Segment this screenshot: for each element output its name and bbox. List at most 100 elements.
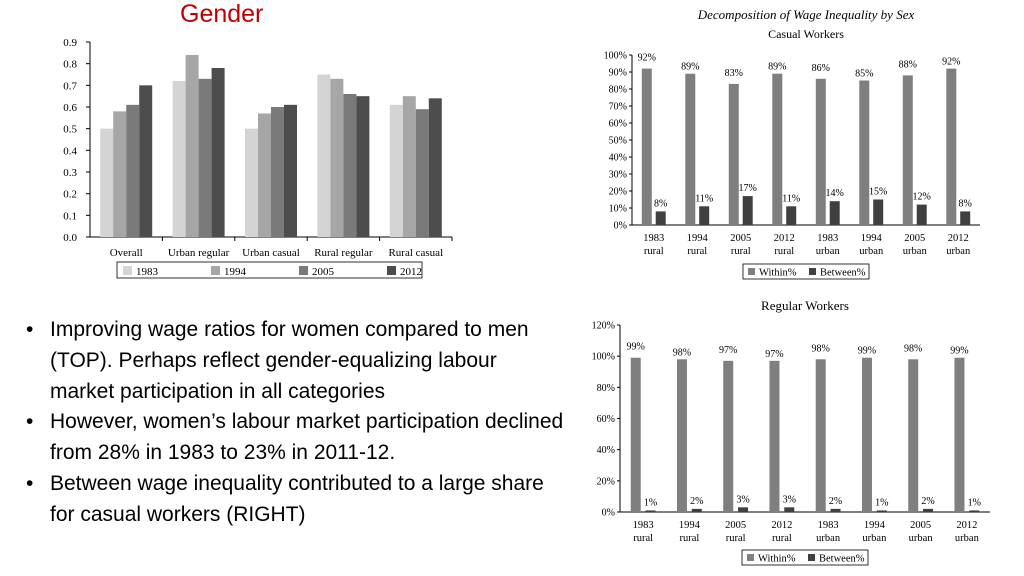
- data-label-between: 1%: [875, 497, 888, 508]
- y-tick-label: 0.4: [63, 145, 77, 157]
- bar-1994: [330, 78, 344, 237]
- bar-within: [902, 75, 913, 226]
- data-label-within: 83%: [725, 68, 743, 79]
- x-tick-label: 1994: [864, 520, 886, 531]
- data-label-between: 12%: [913, 192, 931, 203]
- x-tick-label: urban: [816, 246, 841, 257]
- x-tick-label: 1983: [817, 233, 838, 244]
- y-tick-label: 0.3: [63, 167, 77, 179]
- x-tick-label: Overall: [110, 247, 143, 259]
- legend-label: 1983: [136, 266, 159, 278]
- data-label-between: 3%: [736, 494, 749, 505]
- bar-between: [916, 204, 927, 225]
- data-label-between: 1%: [968, 497, 981, 508]
- bullet-item: However, women’s labour market participa…: [26, 407, 566, 469]
- bar-2005: [198, 78, 212, 237]
- legend-label: 1994: [224, 266, 247, 278]
- x-tick-label: Urban regular: [168, 247, 230, 259]
- x-tick-label: urban: [859, 246, 884, 257]
- y-tick-label: 50%: [609, 136, 627, 147]
- bullet-list: Improving wage ratios for women compared…: [26, 315, 566, 531]
- x-tick-label: 2005: [904, 233, 925, 244]
- bar-within: [861, 357, 872, 512]
- bar-between: [742, 196, 753, 225]
- slide-title: Gender: [180, 0, 264, 28]
- data-label-between: 11%: [782, 193, 800, 204]
- data-label-between: 11%: [695, 193, 713, 204]
- x-tick-label: 1994: [861, 233, 883, 244]
- bar-1983: [172, 81, 186, 237]
- y-tick-label: 0.7: [63, 80, 77, 92]
- x-tick-label: 2012: [774, 233, 795, 244]
- casual-workers-decomposition-chart: Decomposition of Wage Inequality by Sex C…: [604, 7, 980, 280]
- y-tick-label: 0.5: [63, 124, 77, 136]
- bar-within: [641, 68, 652, 225]
- bar-2005: [271, 107, 284, 237]
- bar-between: [923, 508, 934, 512]
- x-tick-label: 1983: [818, 520, 839, 531]
- data-label-within: 89%: [681, 62, 699, 73]
- legend-box: [116, 261, 423, 279]
- y-tick-label: 60%: [597, 414, 615, 425]
- data-label-within: 99%: [627, 342, 645, 353]
- data-label-between: 15%: [869, 187, 887, 198]
- y-tick-label: 100%: [604, 51, 627, 62]
- bar-1983: [317, 74, 331, 237]
- x-tick-label: rural: [731, 246, 751, 257]
- data-label-between: 3%: [783, 494, 796, 505]
- y-tick-label: 0.6: [63, 102, 77, 114]
- data-label-within: 85%: [855, 69, 873, 80]
- regular-workers-decomposition-chart: Regular Workers 0% 20% 40% 60% 80% 100% 120% 99%…: [592, 298, 990, 566]
- bar-within: [772, 73, 783, 225]
- x-tick-label: urban: [862, 533, 887, 544]
- x-tick-label: 1983: [643, 233, 664, 244]
- data-label-within: 92%: [638, 53, 656, 64]
- legend-swatch: [299, 266, 308, 275]
- bar-2012: [139, 85, 153, 237]
- bar-2012: [284, 104, 297, 237]
- data-label-between: 2%: [921, 496, 934, 507]
- data-label-between: 2%: [690, 496, 703, 507]
- x-tick-label: rural: [644, 246, 664, 257]
- data-label-between: 14%: [826, 188, 844, 199]
- legend-swatch: [123, 266, 132, 275]
- x-tick-label: rural: [687, 246, 707, 257]
- legend-swatch: [211, 266, 220, 275]
- bar-within: [908, 359, 919, 512]
- y-tick-label: 80%: [609, 85, 627, 96]
- gender-wage-ratio-chart: 0.0 0.1 0.2 0.3 0.4 0.5 0.6 0.7 0.8 0.9 Overall Urb…: [63, 37, 453, 279]
- data-label-between: 8%: [654, 198, 667, 209]
- data-label-between: 8%: [959, 198, 972, 209]
- y-tick-label: 30%: [609, 170, 627, 181]
- x-tick-label: 1983: [633, 520, 654, 531]
- legend-swatch: [748, 268, 755, 275]
- y-tick-label: 0.1: [63, 210, 77, 222]
- x-tick-label: Rural regular: [314, 247, 373, 259]
- bar-2012: [356, 96, 370, 238]
- bar-between: [691, 508, 702, 512]
- bar-1994: [258, 113, 271, 237]
- legend-label: 2005: [312, 266, 335, 278]
- x-tick-label: rural: [679, 533, 699, 544]
- legend-label: Within%: [759, 268, 797, 279]
- y-tick-label: 0.9: [63, 37, 77, 49]
- y-tick-label: 0%: [614, 221, 627, 232]
- y-tick-label: 60%: [609, 119, 627, 130]
- data-label-within: 88%: [899, 59, 917, 70]
- bullet-item: Between wage inequality contributed to a…: [26, 469, 566, 531]
- y-tick-label: 90%: [609, 68, 627, 79]
- x-tick-label: Urban casual: [242, 247, 300, 259]
- bar-between: [876, 510, 887, 512]
- y-tick-label: 80%: [597, 383, 615, 394]
- x-tick-label: 2005: [730, 233, 751, 244]
- x-tick-label: rural: [726, 533, 746, 544]
- x-tick-label: urban: [955, 533, 980, 544]
- bar-within: [723, 360, 734, 512]
- x-tick-label: 1994: [687, 233, 709, 244]
- y-tick-label: 40%: [597, 445, 615, 456]
- legend-label: Within%: [758, 554, 796, 565]
- bar-between: [830, 508, 841, 512]
- x-tick-label: urban: [903, 246, 928, 257]
- bar-2005: [126, 104, 140, 237]
- legend-box: [741, 549, 869, 566]
